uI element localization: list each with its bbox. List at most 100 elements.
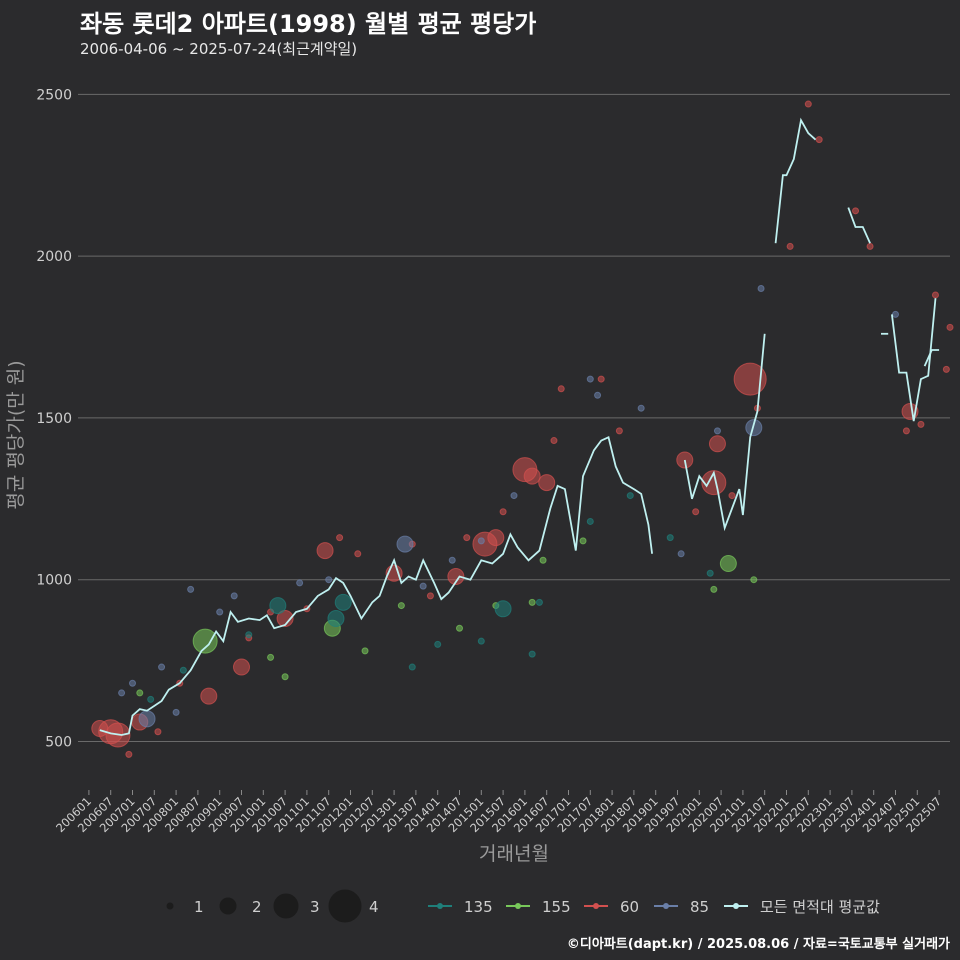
point-60 bbox=[692, 508, 700, 516]
chart-title: 좌동 롯데2 아파트(1998) 월별 평균 평당가 bbox=[80, 10, 537, 38]
point-135 bbox=[327, 610, 345, 628]
point-60 bbox=[276, 610, 294, 628]
legend-color-swatch-point bbox=[593, 903, 599, 909]
legend-color-swatch-point bbox=[437, 903, 443, 909]
point-135 bbox=[666, 534, 674, 542]
point-85 bbox=[892, 310, 899, 318]
average-line-segment bbox=[847, 207, 871, 244]
y-tick-label: 2000 bbox=[36, 249, 72, 265]
point-60 bbox=[557, 385, 565, 393]
point-85 bbox=[138, 710, 156, 728]
y-tick-label: 500 bbox=[45, 734, 72, 750]
legend-size-label: 1 bbox=[194, 898, 204, 916]
point-155 bbox=[397, 602, 405, 610]
point-85 bbox=[325, 576, 333, 584]
point-85 bbox=[713, 427, 721, 435]
point-60 bbox=[233, 658, 250, 676]
point-155 bbox=[579, 537, 587, 545]
point-60 bbox=[447, 567, 465, 585]
legend-color-swatch-point bbox=[663, 903, 669, 909]
point-60 bbox=[852, 207, 860, 215]
average-line bbox=[99, 117, 940, 736]
legend-color-label: 85 bbox=[690, 898, 709, 916]
point-85 bbox=[216, 608, 224, 616]
point-135 bbox=[494, 600, 512, 618]
point-85 bbox=[757, 284, 765, 292]
legend-size-swatch bbox=[166, 902, 174, 910]
point-60 bbox=[200, 687, 218, 705]
y-axis: 500 1000 1500 2000 2500 bbox=[36, 87, 72, 750]
legend-color-label: 135 bbox=[464, 898, 493, 916]
point-135 bbox=[706, 569, 714, 577]
point-135 bbox=[434, 640, 442, 648]
chart-subtitle: 2006-04-06 ~ 2025-07-24(최근계약일) bbox=[80, 40, 358, 58]
point-60 bbox=[804, 100, 812, 108]
point-60 bbox=[946, 323, 954, 331]
average-line-segment bbox=[774, 117, 817, 244]
point-135 bbox=[586, 517, 594, 525]
point-155 bbox=[719, 555, 737, 573]
average-line-segment bbox=[923, 349, 940, 367]
point-85 bbox=[419, 582, 427, 590]
point-135 bbox=[528, 650, 536, 658]
point-135 bbox=[477, 637, 485, 645]
point-60 bbox=[499, 508, 507, 516]
legend-color-label: 60 bbox=[620, 898, 639, 916]
point-135 bbox=[626, 492, 634, 500]
point-85 bbox=[477, 537, 485, 545]
legend-color-swatch-point bbox=[515, 903, 521, 909]
point-85 bbox=[448, 556, 456, 564]
point-60 bbox=[597, 375, 605, 383]
point-60 bbox=[931, 291, 939, 299]
legend-size-label: 4 bbox=[369, 898, 379, 916]
point-85 bbox=[172, 708, 180, 716]
point-60 bbox=[708, 435, 726, 453]
point-135 bbox=[334, 593, 352, 611]
point-85 bbox=[510, 492, 518, 500]
x-axis-label: 거래년월 bbox=[479, 843, 549, 865]
point-85 bbox=[396, 535, 414, 553]
legend-size-label: 2 bbox=[252, 898, 262, 916]
point-60 bbox=[701, 470, 727, 496]
point-60 bbox=[733, 362, 767, 396]
point-135 bbox=[269, 597, 287, 615]
point-60 bbox=[815, 136, 823, 144]
point-135 bbox=[147, 695, 155, 703]
point-85 bbox=[637, 404, 645, 412]
legend-size-swatch bbox=[273, 893, 299, 919]
legend: 1 2 3 4 135 155 60 85 모든 면적대 평균값 bbox=[166, 889, 880, 923]
point-60 bbox=[615, 427, 623, 435]
point-155 bbox=[136, 689, 144, 697]
y-tick-label: 1000 bbox=[36, 573, 72, 589]
point-85 bbox=[594, 391, 602, 399]
legend-size-swatch bbox=[219, 897, 237, 915]
average-line-segment bbox=[99, 436, 653, 736]
point-85 bbox=[296, 579, 304, 587]
point-135 bbox=[245, 631, 253, 639]
point-60 bbox=[487, 529, 505, 547]
point-60 bbox=[336, 534, 344, 542]
point-155 bbox=[192, 628, 218, 654]
point-155 bbox=[456, 624, 463, 632]
y-tick-label: 2500 bbox=[36, 87, 72, 103]
point-85 bbox=[677, 550, 685, 558]
point-60 bbox=[154, 728, 162, 736]
point-85 bbox=[230, 592, 238, 600]
point-60 bbox=[523, 467, 541, 485]
legend-size-label: 3 bbox=[310, 898, 320, 916]
point-135 bbox=[535, 598, 543, 606]
point-135 bbox=[408, 663, 416, 671]
y-axis-label: 평균 평당가(만 원) bbox=[5, 360, 27, 509]
point-135 bbox=[179, 666, 187, 674]
y-tick-label: 1500 bbox=[36, 411, 72, 427]
point-60 bbox=[538, 474, 556, 492]
point-85 bbox=[586, 375, 594, 383]
point-155 bbox=[267, 653, 275, 661]
grid-lines bbox=[78, 93, 950, 742]
average-line-segment bbox=[683, 333, 766, 532]
point-60 bbox=[316, 542, 334, 560]
point-60 bbox=[786, 242, 794, 250]
point-155 bbox=[281, 673, 289, 681]
point-155 bbox=[528, 598, 536, 606]
